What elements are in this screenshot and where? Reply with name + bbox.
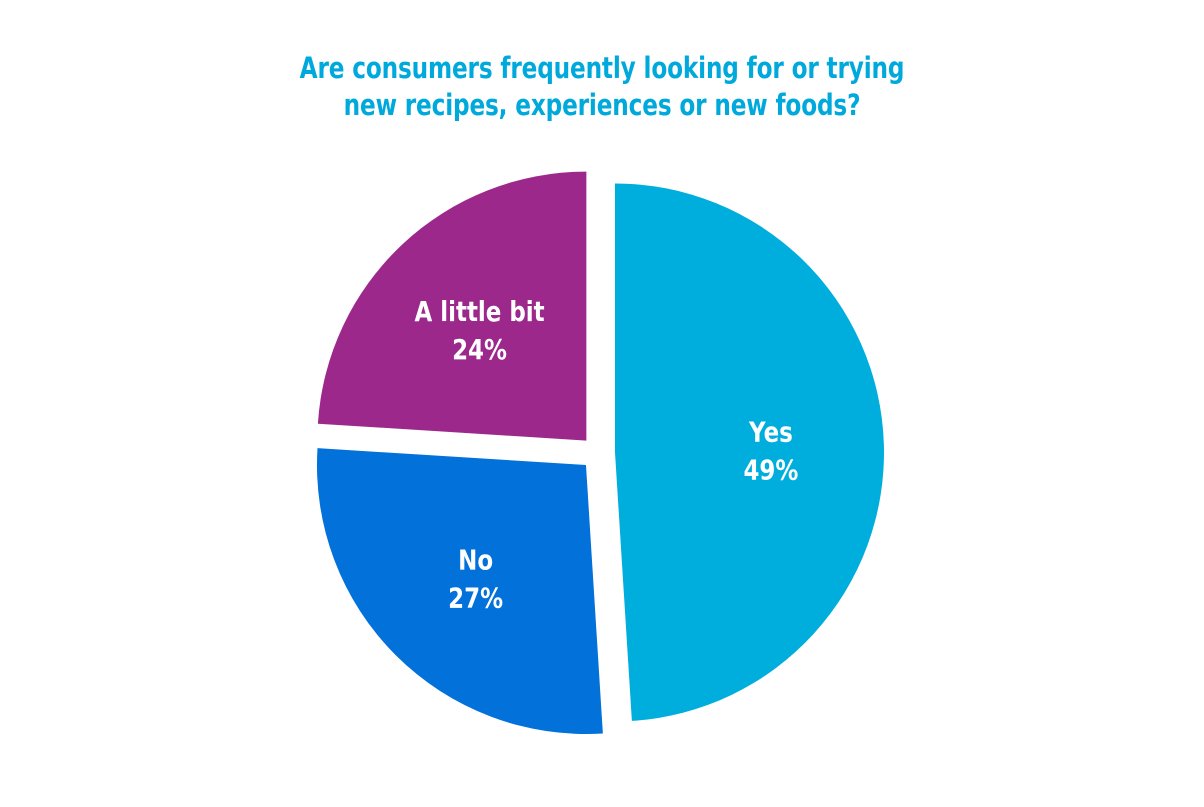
chart-title-line-2: new recipes, experiences or new foods? (343, 88, 861, 122)
slice-value-a-little-bit: 24% (452, 334, 507, 367)
slice-value-no: 27% (448, 582, 503, 615)
slice-name-no: No (458, 544, 493, 577)
chart-title: Are consumers frequently looking for or … (120, 50, 1083, 124)
pie-slice-a-little-bit (317, 171, 587, 441)
pie-slice-no (316, 448, 603, 735)
slice-name-a-little-bit: A little bit (414, 296, 544, 329)
pie-slice-yes (614, 183, 884, 721)
slice-value-yes: 49% (743, 454, 798, 487)
slice-name-yes: Yes (748, 416, 793, 449)
chart-title-line-1: Are consumers frequently looking for or … (299, 51, 905, 85)
